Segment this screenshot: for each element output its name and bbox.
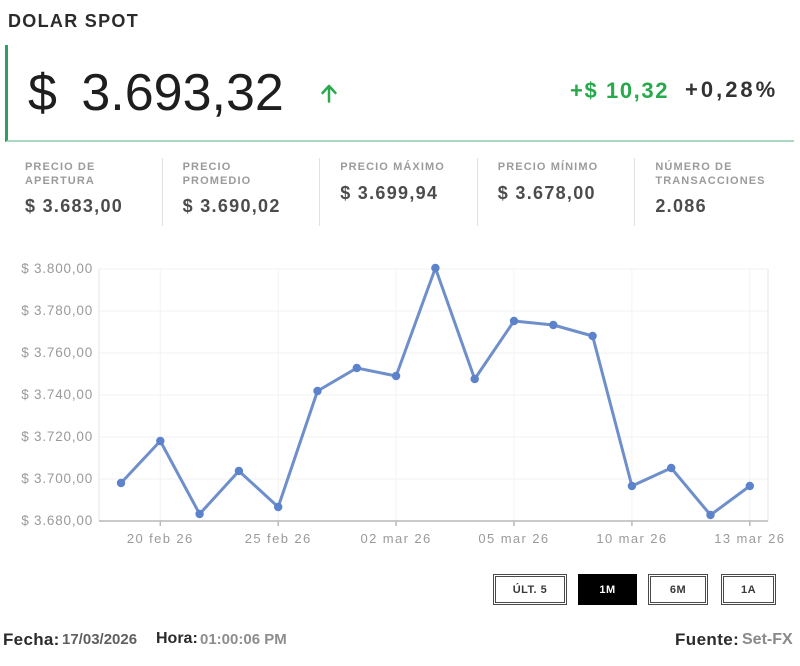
svg-text:$ 3.720,00: $ 3.720,00 [21, 429, 93, 444]
svg-text:10 mar 26: 10 mar 26 [596, 531, 667, 546]
svg-text:25 feb 26: 25 feb 26 [245, 531, 312, 546]
svg-text:$ 3.680,00: $ 3.680,00 [21, 513, 93, 528]
svg-text:$ 3.780,00: $ 3.780,00 [21, 303, 93, 318]
svg-text:$ 3.700,00: $ 3.700,00 [21, 471, 93, 486]
svg-text:05 mar 26: 05 mar 26 [478, 531, 549, 546]
svg-text:13 mar 26: 13 mar 26 [714, 531, 785, 546]
svg-text:$ 3.740,00: $ 3.740,00 [21, 387, 93, 402]
svg-text:20 feb 26: 20 feb 26 [127, 531, 194, 546]
svg-text:$ 3.800,00: $ 3.800,00 [21, 261, 93, 276]
svg-text:$ 3.760,00: $ 3.760,00 [21, 345, 93, 360]
svg-text:02 mar 26: 02 mar 26 [361, 531, 432, 546]
